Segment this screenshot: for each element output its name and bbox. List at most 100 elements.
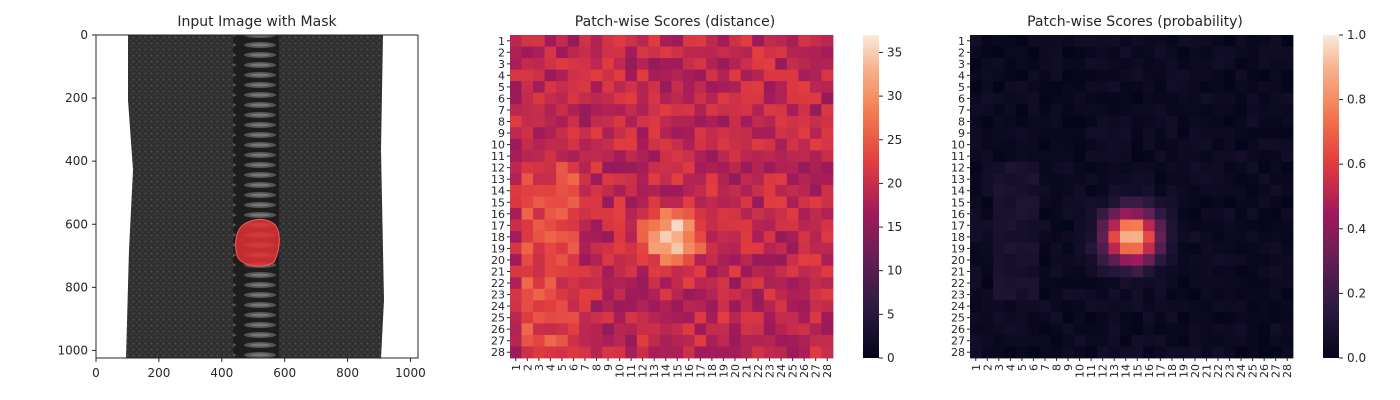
heatmap-cell	[510, 277, 522, 290]
heatmap-cell	[1016, 184, 1029, 197]
heatmap-cell	[613, 288, 626, 301]
heatmap-cell	[659, 334, 672, 347]
heatmap-cell	[821, 35, 834, 47]
heatmap-cell	[1235, 288, 1248, 301]
heatmap-cell	[1189, 208, 1202, 220]
heatmap-cell	[1143, 173, 1155, 186]
heatmap-cell	[752, 277, 765, 290]
heatmap-cell	[1119, 104, 1132, 117]
heatmap-cell	[613, 277, 626, 290]
heatmap-cell	[809, 184, 822, 197]
heatmap-cell	[821, 127, 834, 140]
heatmap-cell	[1269, 288, 1282, 301]
heatmap-cell	[556, 115, 569, 128]
heatmap-cell	[1096, 323, 1109, 336]
heatmap-cell	[1235, 300, 1248, 313]
row-tick-label: 27	[951, 335, 965, 348]
heatmap-cell	[510, 242, 522, 255]
heatmap-cell	[1235, 173, 1248, 186]
heatmap-cell	[763, 184, 776, 197]
heatmap-cell	[1096, 46, 1109, 59]
heatmap-cell	[1073, 323, 1086, 336]
heatmap-cell	[625, 196, 638, 209]
heatmap-cell	[648, 242, 661, 255]
heatmap-cell	[648, 35, 661, 47]
heatmap-cell	[970, 288, 982, 301]
heatmap-cell	[671, 58, 684, 71]
heatmap-cell	[648, 127, 661, 140]
heatmap-cell	[1212, 311, 1225, 324]
heatmap-cell	[1166, 184, 1179, 197]
heatmap-cell	[1062, 173, 1075, 186]
heatmap-cell	[775, 35, 788, 47]
heatmap-cell	[752, 265, 765, 278]
heatmap-cell	[821, 242, 834, 255]
heatmap-cell	[786, 173, 799, 186]
heatmap-cell	[1119, 81, 1132, 94]
heatmap-cell	[821, 265, 834, 278]
heatmap-cell	[1154, 288, 1167, 301]
heatmap-cell	[1050, 161, 1063, 174]
heatmap-cell	[579, 35, 592, 47]
heatmap-cell	[1050, 334, 1063, 347]
heatmap-cell	[567, 81, 580, 94]
heatmap-cell	[1154, 231, 1167, 244]
col-tick-label: 17	[1154, 364, 1167, 378]
heatmap-cell	[1200, 300, 1213, 313]
heatmap-cell	[1096, 208, 1109, 220]
heatmap-cell	[740, 138, 753, 151]
heatmap-cell	[556, 161, 569, 174]
heatmap-cell	[729, 58, 742, 71]
heatmap-cell	[729, 138, 742, 151]
heatmap-cell	[1050, 138, 1063, 151]
heatmap-cell	[1050, 69, 1063, 82]
heatmap-cell	[1246, 242, 1259, 255]
heatmap-cell	[1073, 150, 1086, 163]
heatmap-cell	[1039, 35, 1052, 47]
heatmap-cell	[729, 115, 742, 128]
heatmap-cell	[1166, 127, 1179, 140]
colorbar-probability	[1323, 35, 1339, 358]
heatmap-cell	[970, 323, 982, 336]
heatmap-cell	[1108, 265, 1121, 278]
heatmap-cell	[798, 334, 811, 347]
heatmap-cell	[809, 265, 822, 278]
heatmap-cell	[567, 277, 580, 290]
heatmap-cell	[1246, 288, 1259, 301]
col-tick-label: 23	[1224, 364, 1237, 378]
heatmap-cell	[981, 58, 994, 71]
heatmap-cell	[1085, 184, 1098, 197]
heatmap-cell	[1223, 254, 1236, 267]
heatmap-cell	[694, 173, 707, 186]
heatmap-cell	[1281, 69, 1294, 82]
heatmap-cell	[556, 196, 569, 209]
heatmap-cell	[1096, 104, 1109, 117]
heatmap-cell	[1246, 254, 1259, 267]
heatmap-cell	[1108, 150, 1121, 163]
heatmap-cell	[1246, 127, 1259, 140]
heatmap-cell	[1004, 104, 1017, 117]
panel2-title: Patch-wise Scores (distance)	[575, 14, 775, 30]
heatmap-cell	[809, 323, 822, 336]
heatmap-cell	[1016, 161, 1029, 174]
heatmap-cell	[567, 242, 580, 255]
heatmap-cell	[1004, 300, 1017, 313]
heatmap-cell	[763, 323, 776, 336]
heatmap-cell	[1131, 231, 1144, 244]
heatmap-cell	[613, 311, 626, 324]
heatmap-cell	[993, 161, 1006, 174]
heatmap-cell	[1131, 58, 1144, 71]
heatmap-cell	[763, 242, 776, 255]
heatmap-cell	[1039, 58, 1052, 71]
heatmap-cell	[1235, 219, 1248, 232]
heatmap-cell	[1166, 254, 1179, 267]
heatmap-cell	[1281, 104, 1294, 117]
heatmap-cell	[1039, 334, 1052, 347]
col-tick-label: 23	[764, 364, 777, 378]
heatmap-cell	[567, 231, 580, 244]
heatmap-cell	[1004, 277, 1017, 290]
heatmap-cell	[786, 219, 799, 232]
heatmap-cell	[1281, 81, 1294, 94]
heatmap-cell	[694, 346, 707, 359]
heatmap-cell	[1039, 265, 1052, 278]
